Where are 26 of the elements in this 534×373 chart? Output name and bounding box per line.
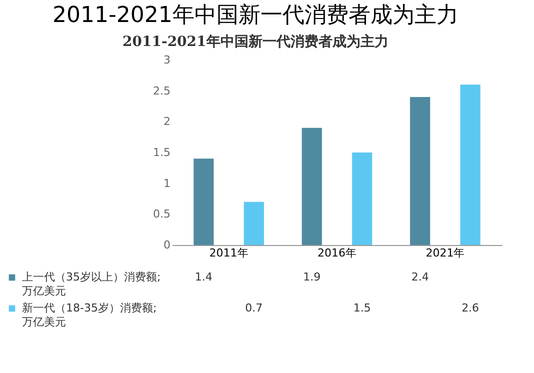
bar: [410, 97, 430, 245]
y-tick-label: 0: [164, 238, 170, 252]
y-tick-label: 0.5: [153, 208, 170, 221]
chart-title: 2011-2021年中国新一代消费者成为主力: [52, 3, 458, 28]
y-tick-label: 1: [164, 176, 170, 190]
y-tick-label: 3: [164, 54, 170, 66]
data-label: 0.7: [245, 302, 263, 314]
legend-label: 新一代（18-35岁）消费额;万亿美元: [22, 302, 157, 328]
x-tick-label: 2021年: [426, 246, 465, 260]
bar: [460, 84, 480, 245]
y-tick-label: 1.5: [153, 146, 170, 159]
x-tick-label: 2016年: [318, 246, 356, 260]
data-label: 1.9: [303, 270, 321, 284]
data-label: 2.6: [462, 302, 480, 314]
bar: [302, 128, 322, 245]
bar: [194, 158, 214, 245]
data-label: 1.5: [353, 302, 371, 314]
legend-label: 上一代（35岁以上）消费额;万亿美元: [22, 270, 161, 298]
chart-subtitle: 2011-2021年中国新一代消费者成为主力: [122, 33, 388, 50]
data-label: 1.4: [194, 270, 212, 284]
bar: [244, 202, 264, 245]
y-tick-label: 2.5: [153, 84, 170, 98]
data-label: 2.4: [411, 270, 429, 284]
bar: [352, 152, 372, 245]
y-tick-label: 2: [164, 115, 170, 128]
x-tick-label: 2011年: [209, 246, 248, 260]
